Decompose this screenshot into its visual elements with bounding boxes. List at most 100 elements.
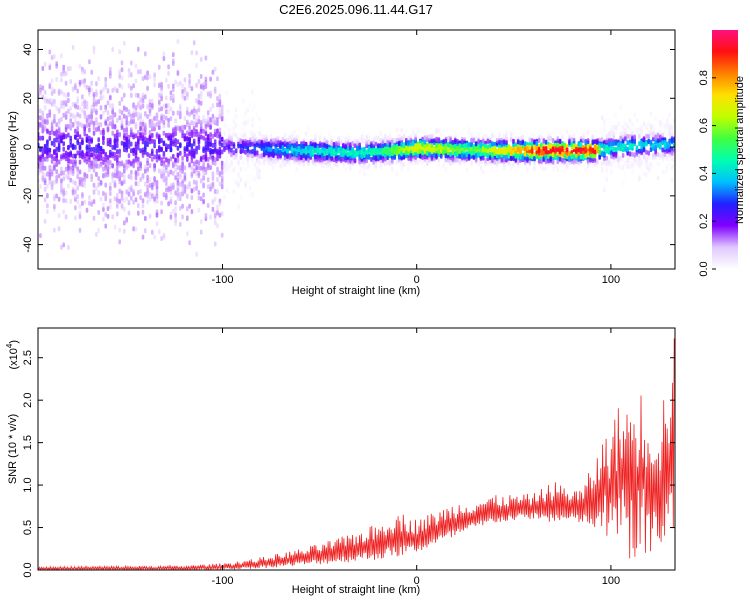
heatmap-cell: [234, 121, 238, 127]
heatmap-cell: [621, 159, 625, 165]
heatmap-cell: [230, 162, 233, 168]
heatmap-cell: [127, 68, 131, 73]
heatmap-cell: [195, 63, 198, 68]
heatmap-cell: [258, 143, 261, 149]
heatmap-cell: [123, 135, 126, 141]
heatmap-cell: [83, 126, 86, 132]
heatmap-cell: [230, 160, 233, 166]
heatmap-cell: [393, 137, 396, 143]
heatmap-cell: [39, 233, 42, 239]
heatmap-cell: [246, 178, 250, 184]
heatmap-cell: [130, 175, 133, 180]
heatmap-cell: [325, 163, 329, 169]
heatmap-cell: [155, 184, 159, 190]
heatmap-cell: [190, 120, 194, 126]
heatmap-cell: [197, 78, 201, 84]
heatmap-cell: [195, 159, 198, 165]
heatmap-cell: [234, 123, 238, 129]
heatmap-cell: [474, 136, 478, 142]
heatmap-cell: [659, 119, 662, 125]
heatmap-cell: [74, 144, 77, 150]
heatmap-cell: [614, 140, 618, 146]
heatmap-cell: [386, 155, 389, 161]
heatmap-cell: [155, 153, 159, 159]
heatmap-cell: [316, 156, 320, 162]
heatmap-cell: [388, 142, 392, 148]
heatmap-cell: [95, 81, 98, 87]
heatmap-cell: [144, 228, 147, 234]
heatmap-cell: [491, 141, 494, 147]
heatmap-cell: [379, 137, 382, 143]
heatmap-cell: [209, 137, 212, 143]
heatmap-cell: [607, 158, 611, 164]
heatmap-cell: [113, 168, 117, 174]
heatmap-cell: [97, 76, 100, 82]
heatmap-cell: [181, 133, 184, 139]
heatmap-cell: [568, 138, 571, 144]
heatmap-cell: [165, 103, 168, 109]
heatmap-cell: [381, 143, 385, 149]
heatmap-cell: [192, 40, 196, 46]
heatmap-cell: [365, 135, 368, 141]
heatmap-cell: [290, 131, 294, 137]
heatmap-cell: [645, 149, 648, 155]
heatmap-cell: [498, 159, 501, 164]
heatmap-cell: [488, 155, 492, 161]
heatmap-cell: [118, 100, 121, 106]
heatmap-cell: [509, 133, 513, 139]
heatmap-cell: [416, 143, 420, 149]
heatmap-cell: [568, 151, 571, 157]
heatmap-cell: [167, 109, 170, 114]
heatmap-cell: [239, 138, 243, 144]
heatmap-cell: [307, 145, 310, 151]
snr-scale-base: (x10: [8, 348, 20, 369]
heatmap-cell: [116, 203, 119, 209]
heatmap-cell: [484, 147, 487, 153]
heatmap-cell: [358, 154, 361, 160]
heatmap-cell: [186, 122, 189, 128]
heatmap-cell: [290, 134, 294, 140]
heatmap-cell: [134, 197, 138, 203]
heatmap-cell: [612, 134, 615, 140]
heatmap-cell: [62, 64, 65, 70]
heatmap-cell: [381, 149, 385, 154]
heatmap-cell: [318, 157, 322, 163]
heatmap-cell: [199, 165, 203, 171]
heatmap-cell: [148, 135, 152, 141]
heatmap-cell: [130, 195, 133, 201]
heatmap-cell: [337, 136, 340, 142]
heatmap-cell: [50, 78, 54, 84]
heatmap-cell: [437, 149, 441, 155]
heatmap-cell: [624, 161, 627, 167]
heatmap-cell: [123, 174, 126, 180]
heatmap-cell: [605, 168, 608, 174]
heatmap-cell: [579, 154, 583, 160]
heatmap-cell: [309, 145, 313, 151]
heatmap-cell: [64, 133, 68, 139]
heatmap-cell: [626, 158, 629, 164]
heatmap-cell: [612, 141, 615, 147]
heatmap-cell: [137, 181, 140, 187]
heatmap-cell: [656, 175, 660, 181]
heatmap-cell: [174, 206, 177, 212]
heatmap-cell: [244, 166, 247, 172]
heatmap-cell: [255, 151, 259, 157]
heatmap-cell: [71, 86, 75, 92]
heatmap-cell: [181, 163, 184, 169]
heatmap-cell: [165, 77, 168, 83]
heatmap-cell: [502, 154, 506, 160]
heatmap-cell: [407, 155, 410, 161]
heatmap-cell: [144, 51, 147, 57]
heatmap-cell: [570, 154, 574, 160]
heatmap-cell: [151, 132, 154, 138]
heatmap-cell: [398, 161, 401, 167]
heatmap-cell: [339, 140, 343, 146]
heatmap-cell: [153, 154, 156, 160]
heatmap-cell: [127, 109, 131, 114]
heatmap-cell: [402, 162, 406, 168]
heatmap-cell: [388, 160, 392, 166]
heatmap-cell: [199, 155, 203, 161]
heatmap-cell: [169, 106, 173, 112]
heatmap-cell: [307, 126, 310, 132]
